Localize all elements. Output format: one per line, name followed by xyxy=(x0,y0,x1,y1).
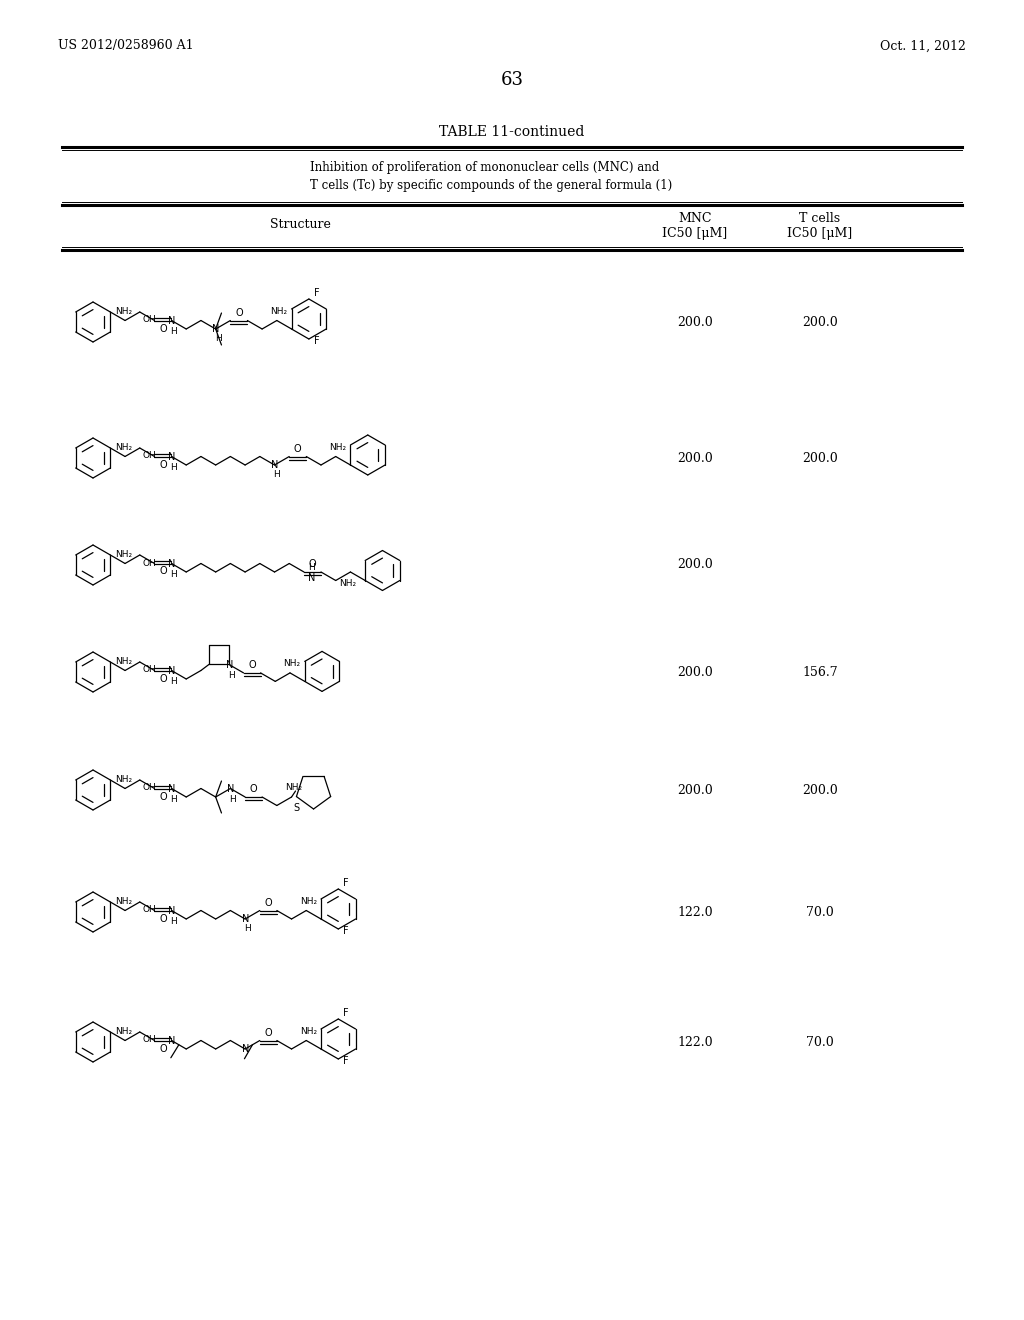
Text: US 2012/0258960 A1: US 2012/0258960 A1 xyxy=(58,40,194,53)
Text: O: O xyxy=(250,784,257,795)
Text: F: F xyxy=(343,1008,349,1018)
Text: T cells: T cells xyxy=(800,211,841,224)
Text: IC50 [μM]: IC50 [μM] xyxy=(787,227,853,239)
Text: 200.0: 200.0 xyxy=(802,315,838,329)
Text: N: N xyxy=(227,784,234,793)
Text: O: O xyxy=(159,1044,167,1053)
Text: O: O xyxy=(159,913,167,924)
Text: F: F xyxy=(314,288,319,298)
Text: 122.0: 122.0 xyxy=(677,906,713,919)
Text: 200.0: 200.0 xyxy=(677,451,713,465)
Text: H: H xyxy=(170,570,177,579)
Text: N: N xyxy=(242,913,249,924)
Text: H: H xyxy=(215,334,221,343)
Text: O: O xyxy=(159,673,167,684)
Text: TABLE 11-continued: TABLE 11-continued xyxy=(439,125,585,139)
Text: O: O xyxy=(236,308,243,318)
Text: N: N xyxy=(271,459,279,470)
Text: Oct. 11, 2012: Oct. 11, 2012 xyxy=(880,40,966,53)
Text: N: N xyxy=(168,1036,175,1045)
Text: Structure: Structure xyxy=(269,218,331,231)
Text: S: S xyxy=(294,803,300,813)
Text: O: O xyxy=(294,444,302,454)
Text: O: O xyxy=(159,323,167,334)
Text: IC50 [μM]: IC50 [μM] xyxy=(663,227,728,239)
Text: 200.0: 200.0 xyxy=(677,665,713,678)
Text: NH₂: NH₂ xyxy=(284,660,301,668)
Text: F: F xyxy=(343,1056,349,1067)
Text: 122.0: 122.0 xyxy=(677,1035,713,1048)
Text: H: H xyxy=(170,917,177,927)
Text: H: H xyxy=(170,677,177,686)
Text: NH₂: NH₂ xyxy=(116,550,132,558)
Text: H: H xyxy=(170,795,177,804)
Text: NH₂: NH₂ xyxy=(116,308,132,315)
Text: 200.0: 200.0 xyxy=(802,451,838,465)
Text: NH₂: NH₂ xyxy=(339,579,356,587)
Text: N: N xyxy=(168,784,175,793)
Text: O: O xyxy=(159,459,167,470)
Text: NH₂: NH₂ xyxy=(116,775,132,784)
Text: O: O xyxy=(159,566,167,577)
Text: O: O xyxy=(248,660,256,669)
Text: N: N xyxy=(242,1044,249,1053)
Text: 70.0: 70.0 xyxy=(806,906,834,919)
Text: N: N xyxy=(225,660,232,669)
Text: N: N xyxy=(308,573,315,583)
Text: H: H xyxy=(170,327,177,337)
Text: N: N xyxy=(168,451,175,462)
Text: H: H xyxy=(170,463,177,473)
Text: H: H xyxy=(244,924,251,933)
Text: H: H xyxy=(273,470,281,479)
Text: 70.0: 70.0 xyxy=(806,1035,834,1048)
Text: F: F xyxy=(343,878,349,888)
Text: F: F xyxy=(314,337,319,346)
Text: F: F xyxy=(343,927,349,936)
Text: H: H xyxy=(227,671,234,680)
Text: Inhibition of proliferation of mononuclear cells (MNC) and: Inhibition of proliferation of mononucle… xyxy=(310,161,659,174)
Text: 200.0: 200.0 xyxy=(802,784,838,796)
Text: OH: OH xyxy=(143,315,157,325)
Text: 63: 63 xyxy=(501,71,523,88)
Text: NH₂: NH₂ xyxy=(116,657,132,667)
Text: NH₂: NH₂ xyxy=(116,1027,132,1036)
Text: NH₂: NH₂ xyxy=(270,308,288,315)
Text: NH₂: NH₂ xyxy=(116,444,132,451)
Text: T cells (Tc) by specific compounds of the general formula (1): T cells (Tc) by specific compounds of th… xyxy=(310,180,672,193)
Text: O: O xyxy=(308,558,316,569)
Text: N: N xyxy=(168,558,175,569)
Text: NH₂: NH₂ xyxy=(300,898,316,906)
Text: O: O xyxy=(264,1027,272,1038)
Text: OH: OH xyxy=(143,784,157,792)
Text: H: H xyxy=(308,562,315,572)
Text: OH: OH xyxy=(143,451,157,461)
Text: NH₂: NH₂ xyxy=(285,784,302,792)
Text: N: N xyxy=(168,665,175,676)
Text: 200.0: 200.0 xyxy=(677,315,713,329)
Text: O: O xyxy=(159,792,167,801)
Text: 200.0: 200.0 xyxy=(677,784,713,796)
Text: OH: OH xyxy=(143,558,157,568)
Text: 200.0: 200.0 xyxy=(677,558,713,572)
Text: OH: OH xyxy=(143,665,157,675)
Text: N: N xyxy=(168,906,175,916)
Text: O: O xyxy=(264,898,272,908)
Text: MNC: MNC xyxy=(678,211,712,224)
Text: 156.7: 156.7 xyxy=(802,665,838,678)
Text: NH₂: NH₂ xyxy=(116,898,132,906)
Text: NH₂: NH₂ xyxy=(300,1027,316,1036)
Text: N: N xyxy=(168,315,175,326)
Text: H: H xyxy=(229,795,237,804)
Text: N: N xyxy=(212,323,220,334)
Text: NH₂: NH₂ xyxy=(329,444,346,451)
Text: OH: OH xyxy=(143,906,157,915)
Text: OH: OH xyxy=(143,1035,157,1044)
